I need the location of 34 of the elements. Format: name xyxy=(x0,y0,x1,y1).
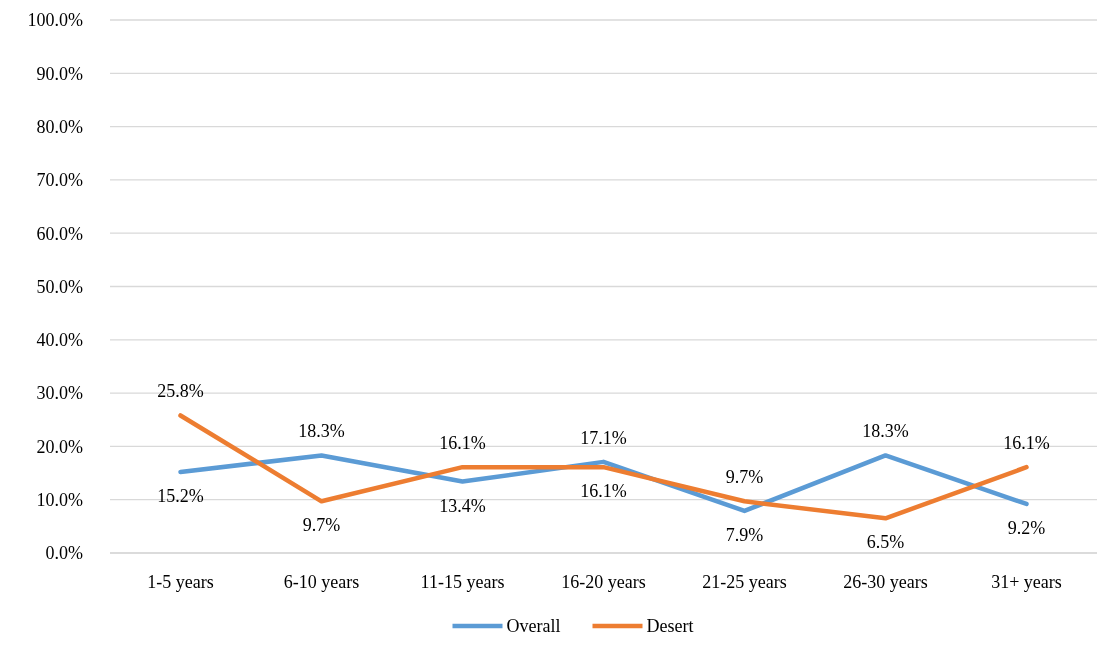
y-tick-label: 30.0% xyxy=(36,383,83,404)
data-label: 6.5% xyxy=(866,532,905,553)
y-tick-label: 10.0% xyxy=(36,490,83,510)
y-tick-label: 50.0% xyxy=(36,276,83,297)
data-label: 7.9% xyxy=(725,524,764,545)
data-label: 18.3% xyxy=(298,421,345,442)
data-label: 13.4% xyxy=(439,495,486,516)
data-label: 16.1% xyxy=(1003,433,1050,454)
data-label: 15.2% xyxy=(157,485,204,506)
data-label: 9.7% xyxy=(302,515,341,536)
y-tick-label: 90.0% xyxy=(36,63,83,84)
y-tick-label: 0.0% xyxy=(45,543,83,564)
data-label: 9.7% xyxy=(725,467,764,488)
legend-label: Desert xyxy=(646,616,694,636)
data-label: 18.3% xyxy=(862,421,909,442)
x-tick-label: 26-30 years xyxy=(843,572,928,592)
x-tick-label: 11-15 years xyxy=(420,572,505,592)
y-tick-label: 80.0% xyxy=(36,116,83,137)
data-label: 16.1% xyxy=(439,433,486,454)
y-tick-label: 100.0% xyxy=(27,10,83,31)
x-tick-label: 16-20 years xyxy=(561,572,646,592)
x-tick-label: 1-5 years xyxy=(147,572,214,592)
y-tick-label: 60.0% xyxy=(36,223,83,244)
y-tick-label: 20.0% xyxy=(36,436,83,457)
y-tick-label: 40.0% xyxy=(36,330,83,351)
y-tick-label: 70.0% xyxy=(36,170,83,191)
legend-label: Overall xyxy=(506,616,561,636)
data-label: 17.1% xyxy=(580,427,627,448)
x-tick-label: 6-10 years xyxy=(283,572,360,592)
data-label: 9.2% xyxy=(1007,517,1046,538)
x-tick-label: 31+ years xyxy=(991,572,1062,592)
x-tick-label: 21-25 years xyxy=(702,572,787,592)
data-label: 25.8% xyxy=(157,381,204,402)
data-label: 16.1% xyxy=(580,481,627,502)
